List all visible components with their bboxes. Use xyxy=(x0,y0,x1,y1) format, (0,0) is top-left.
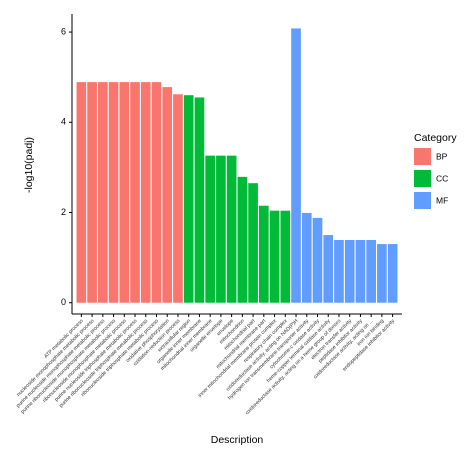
bar xyxy=(312,217,323,303)
bar xyxy=(366,240,376,303)
bar xyxy=(323,235,334,303)
bar xyxy=(76,82,87,303)
y-tick-label: 4 xyxy=(61,117,66,127)
y-axis-title: -log10(padj) xyxy=(23,137,35,193)
bar xyxy=(87,82,97,303)
bar xyxy=(334,240,344,303)
x-axis-title: Description xyxy=(211,434,264,446)
y-tick-label: 6 xyxy=(61,26,66,36)
bar xyxy=(237,176,248,303)
bar xyxy=(173,94,183,303)
bar xyxy=(248,183,258,303)
bar xyxy=(216,155,226,303)
legend-key xyxy=(414,192,431,209)
bar xyxy=(140,82,151,303)
bar xyxy=(226,155,237,303)
bar xyxy=(162,87,173,303)
bar xyxy=(387,244,398,303)
y-tick-label: 2 xyxy=(61,207,66,217)
bar xyxy=(130,82,140,303)
legend-label: BP xyxy=(436,151,448,161)
legend-title: Category xyxy=(414,132,457,144)
bar xyxy=(301,212,312,303)
bar xyxy=(205,155,215,303)
bar xyxy=(355,240,366,303)
bar xyxy=(119,82,130,303)
bar xyxy=(377,244,387,303)
bar xyxy=(280,210,291,303)
bar xyxy=(194,97,205,303)
legend-label: MF xyxy=(436,195,448,205)
legend-label: CC xyxy=(436,173,448,183)
bar xyxy=(183,95,194,303)
legend-key xyxy=(414,170,431,187)
bar xyxy=(151,82,162,303)
y-tick-label: 0 xyxy=(61,297,66,307)
bar xyxy=(291,28,301,303)
bar xyxy=(269,210,280,303)
bar xyxy=(98,82,108,303)
bar xyxy=(108,82,119,303)
bar xyxy=(344,240,355,303)
bar xyxy=(259,205,269,303)
legend-key xyxy=(414,148,431,165)
